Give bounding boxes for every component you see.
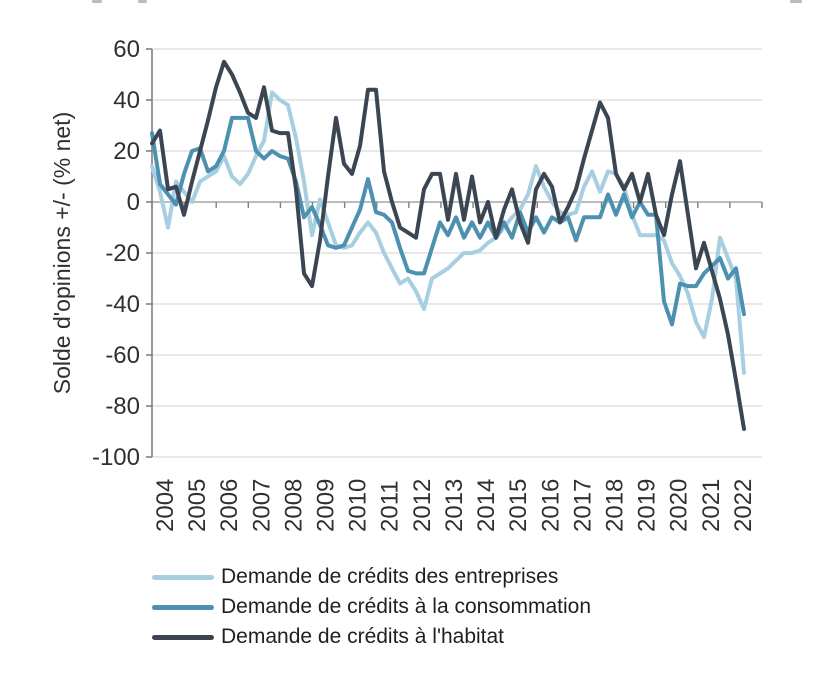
x-tick-label: 2013 [441,479,468,532]
x-tick-label: 2008 [280,479,307,532]
y-tick-label: 40 [113,87,140,114]
y-tick-label: -60 [105,342,140,369]
x-tick-label: 2010 [345,479,372,532]
y-tick-label: 0 [127,189,140,216]
chart-legend: Demande de crédits des entreprises Demand… [152,562,591,652]
legend-swatch-consommation [152,604,214,610]
cropped-text-artifact [790,0,802,3]
x-tick-label: 2011 [377,480,404,532]
y-tick-label: -80 [105,393,140,420]
x-tick-label: 2020 [666,479,693,532]
x-tick-label: 2017 [569,479,596,532]
x-tick-label: 2006 [216,479,243,532]
x-tick-label: 2019 [634,479,661,532]
legend-label-entreprises: Demande de crédits des entreprises [221,565,559,588]
cropped-text-artifact [92,0,102,3]
y-axis-title: Solde d'opinions +/- (% net) [49,112,75,394]
x-tick-label: 2022 [730,479,757,532]
series-line-entreprises [150,90,746,375]
x-tick-label: 2009 [313,479,340,532]
x-tick-label: 2007 [248,479,275,532]
legend-swatch-habitat [152,634,214,640]
x-tick-label: 2021 [698,479,725,532]
x-tick-label: 2015 [505,479,532,532]
x-tick-label: 2005 [184,479,211,532]
series-line-consommation [150,115,746,327]
legend-label-consommation: Demande de crédits à la consommation [221,595,592,618]
y-tick-label: -40 [105,291,140,318]
x-tick-label: 2012 [409,479,436,532]
series-line-habitat [150,59,746,431]
cropped-text-artifact [138,0,147,3]
x-tick-label: 2018 [601,479,628,532]
x-tick-label: 2016 [537,479,564,532]
legend-swatch-entreprises [152,574,214,580]
y-tick-label: -100 [92,444,140,471]
y-tick-label: 20 [113,138,140,165]
legend-item-habitat: Demande de crédits à l'habitat [152,622,591,652]
y-tick-label: 60 [113,36,140,63]
legend-item-consommation: Demande de crédits à la consommation [152,592,591,622]
legend-item-entreprises: Demande de crédits des entreprises [152,562,591,592]
legend-label-habitat: Demande de crédits à l'habitat [221,625,505,648]
x-tick-label: 2014 [473,479,500,532]
y-tick-label: -20 [105,240,140,267]
x-tick-label: 2004 [152,479,179,532]
